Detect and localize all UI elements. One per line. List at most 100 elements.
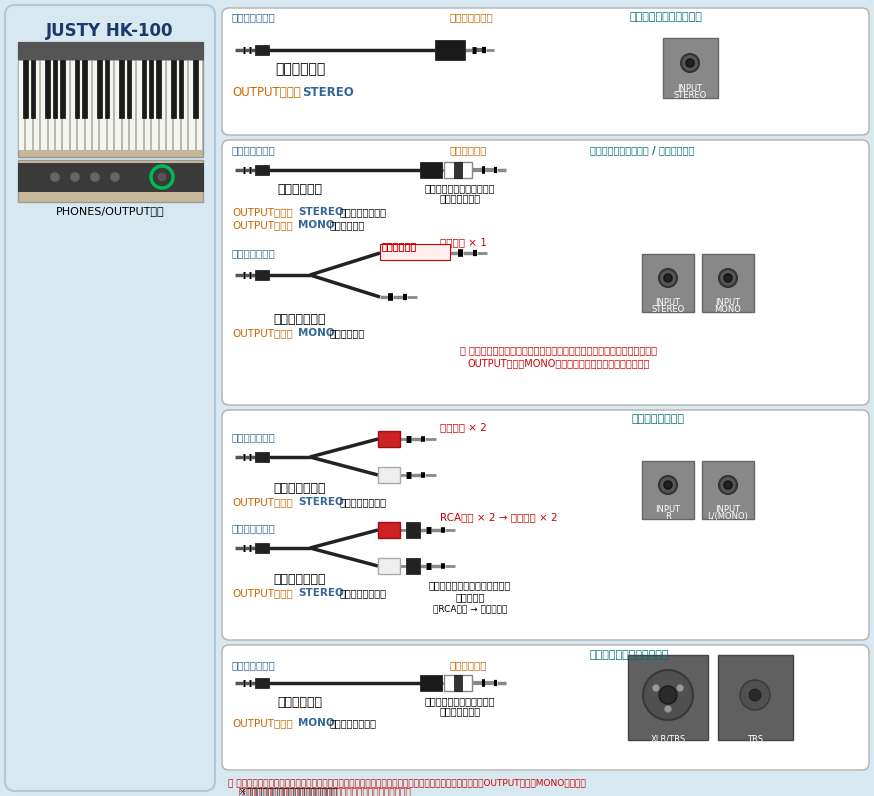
Text: 使用しません: 使用しません: [382, 241, 417, 251]
Bar: [107, 60, 114, 150]
Text: 市販のケーブル: 市販のケーブル: [274, 313, 326, 326]
Text: 付属ケーブル: 付属ケーブル: [278, 696, 323, 709]
Text: RCAピン × 2 → モノ標準 × 2: RCAピン × 2 → モノ標準 × 2: [440, 512, 558, 522]
Text: TRS: TRS: [747, 735, 763, 744]
Bar: [18, 42, 203, 157]
Text: R: R: [665, 512, 671, 521]
Bar: [92, 60, 99, 150]
Text: STEREO: STEREO: [298, 207, 343, 217]
Circle shape: [681, 54, 699, 72]
Bar: [47, 60, 54, 150]
Bar: [25, 60, 31, 150]
Text: ステレオ標準: ステレオ標準: [450, 660, 488, 670]
Text: MONO: MONO: [298, 328, 335, 338]
Bar: [628, 655, 708, 740]
Bar: [171, 60, 176, 118]
Circle shape: [90, 172, 100, 182]
Bar: [18, 163, 203, 191]
Bar: [129, 60, 135, 150]
Bar: [255, 678, 269, 688]
Text: MONO: MONO: [298, 718, 335, 728]
Bar: [178, 60, 183, 118]
Bar: [52, 60, 57, 118]
FancyBboxPatch shape: [5, 5, 215, 791]
Text: 付属のオーディオ・プラグ: 付属のオーディオ・プラグ: [425, 696, 496, 706]
Text: OUTPUT設定：: OUTPUT設定：: [232, 207, 293, 217]
Text: STEREO: STEREO: [651, 305, 684, 314]
Text: 変換アダプター: 変換アダプター: [440, 706, 481, 716]
Text: 付属のオーディオ・プラグ: 付属のオーディオ・プラグ: [425, 183, 496, 193]
Bar: [75, 60, 80, 118]
Bar: [255, 165, 269, 175]
Bar: [151, 60, 157, 150]
Bar: [114, 60, 121, 150]
Circle shape: [724, 274, 732, 282]
Bar: [702, 254, 754, 312]
Text: XLR/TRS: XLR/TRS: [650, 735, 685, 744]
Text: OUTPUT設定：: OUTPUT設定：: [232, 86, 301, 99]
Bar: [127, 60, 131, 118]
Bar: [255, 45, 269, 55]
Bar: [33, 60, 39, 150]
Bar: [156, 60, 161, 118]
Text: ステレオ・ミニ入力端子: ステレオ・ミニ入力端子: [630, 12, 703, 22]
FancyBboxPatch shape: [222, 140, 869, 405]
Bar: [40, 60, 46, 150]
Bar: [55, 60, 61, 150]
Bar: [24, 60, 28, 118]
Text: （ステレオ接続）: （ステレオ接続）: [340, 588, 387, 598]
Bar: [420, 675, 442, 691]
Text: 付属ケーブル: 付属ケーブル: [278, 183, 323, 196]
FancyBboxPatch shape: [222, 8, 869, 135]
Circle shape: [749, 689, 761, 701]
Bar: [105, 60, 109, 118]
Text: バランス入力端子（モノ）: バランス入力端子（モノ）: [590, 650, 669, 660]
Text: MONO: MONO: [715, 305, 741, 314]
Bar: [18, 160, 203, 202]
Bar: [82, 60, 87, 118]
Text: ＊ 市販のケーブルを使ってモノ入力がひとつのスピーカーを使うときは、: ＊ 市販のケーブルを使ってモノ入力がひとつのスピーカーを使うときは、: [460, 345, 657, 355]
Bar: [31, 60, 35, 118]
Bar: [158, 60, 165, 150]
Circle shape: [724, 481, 732, 489]
Bar: [642, 254, 694, 312]
Bar: [378, 558, 400, 574]
Bar: [97, 60, 101, 118]
Circle shape: [652, 685, 659, 692]
Bar: [702, 461, 754, 519]
Bar: [435, 40, 465, 60]
Bar: [85, 60, 91, 150]
Text: ステレオ・ミニ: ステレオ・ミニ: [232, 145, 276, 155]
Circle shape: [664, 274, 672, 282]
Circle shape: [50, 172, 60, 182]
Text: （バランス接続）: （バランス接続）: [330, 718, 377, 728]
Bar: [444, 162, 472, 178]
Bar: [406, 522, 420, 538]
Text: ステレオ・ミニ: ステレオ・ミニ: [450, 12, 494, 22]
Text: （モノ接続）: （モノ接続）: [330, 220, 365, 230]
Bar: [45, 60, 50, 118]
Bar: [718, 655, 793, 740]
Bar: [173, 60, 180, 150]
Bar: [18, 60, 24, 150]
Text: ステレオ・ミニ: ステレオ・ミニ: [232, 523, 276, 533]
Bar: [193, 60, 198, 118]
Bar: [136, 60, 142, 150]
Bar: [663, 38, 718, 98]
Text: INPUT: INPUT: [677, 84, 703, 93]
Bar: [255, 543, 269, 553]
Circle shape: [659, 686, 677, 704]
Bar: [454, 162, 462, 178]
Text: OUTPUT設定：: OUTPUT設定：: [232, 588, 293, 598]
Bar: [121, 60, 128, 150]
Text: ステレオ・ミニ: ステレオ・ミニ: [232, 660, 276, 670]
Text: JUSTY HK-100: JUSTY HK-100: [46, 22, 174, 40]
FancyBboxPatch shape: [222, 410, 869, 640]
Bar: [120, 60, 124, 118]
Bar: [100, 60, 106, 150]
Bar: [380, 244, 450, 260]
Text: 市販のケーブル: 市販のケーブル: [274, 482, 326, 495]
Text: STEREO: STEREO: [298, 588, 343, 598]
Bar: [378, 522, 400, 538]
Bar: [378, 431, 400, 447]
